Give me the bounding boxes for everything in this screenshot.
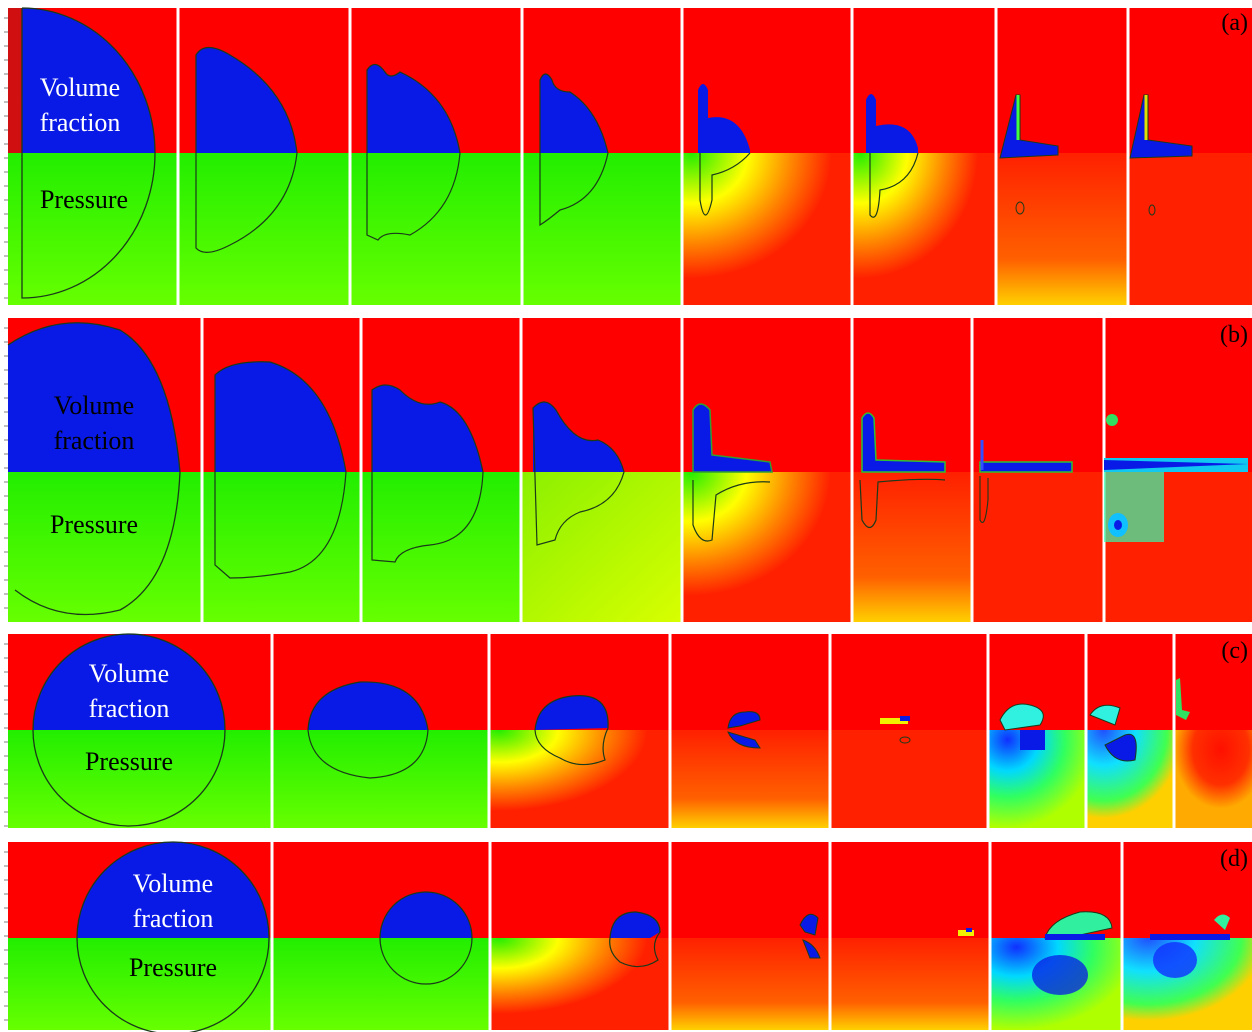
row-b-vf-line2: fraction — [54, 426, 135, 455]
row-a-tag: (a) — [1221, 10, 1248, 36]
row-d-tag: (d) — [1220, 846, 1248, 872]
row-d-pressure-label: Pressure — [129, 953, 217, 982]
row-c-pressure-label: Pressure — [85, 747, 173, 776]
row-d: Volume fraction Pressure (d) — [8, 841, 1252, 1032]
row-b-pressure-label: Pressure — [50, 510, 138, 539]
row-b-tag: (b) — [1220, 322, 1248, 348]
row-c-vf-line2: fraction — [89, 694, 170, 723]
row-c-vf-line1: Volume — [89, 659, 169, 688]
row-a-vf-line2: fraction — [40, 108, 121, 137]
row-c: Volume fraction Pressure (c) — [8, 633, 1252, 828]
row-d-vf-line1: Volume — [133, 869, 213, 898]
row-a-pressure-label: Pressure — [40, 185, 128, 214]
left-axis-ticks — [4, 17, 8, 1021]
row-a-vf-line1: Volume — [40, 73, 120, 102]
row-b: Volume fraction Pressure (b) — [7, 318, 1252, 622]
row-a: Volume fraction Pressure (a) — [8, 7, 1252, 305]
row-c-tag: (c) — [1221, 638, 1248, 664]
row-b-vf-line1: Volume — [54, 391, 134, 420]
row-d-vf-line2: fraction — [133, 904, 214, 933]
